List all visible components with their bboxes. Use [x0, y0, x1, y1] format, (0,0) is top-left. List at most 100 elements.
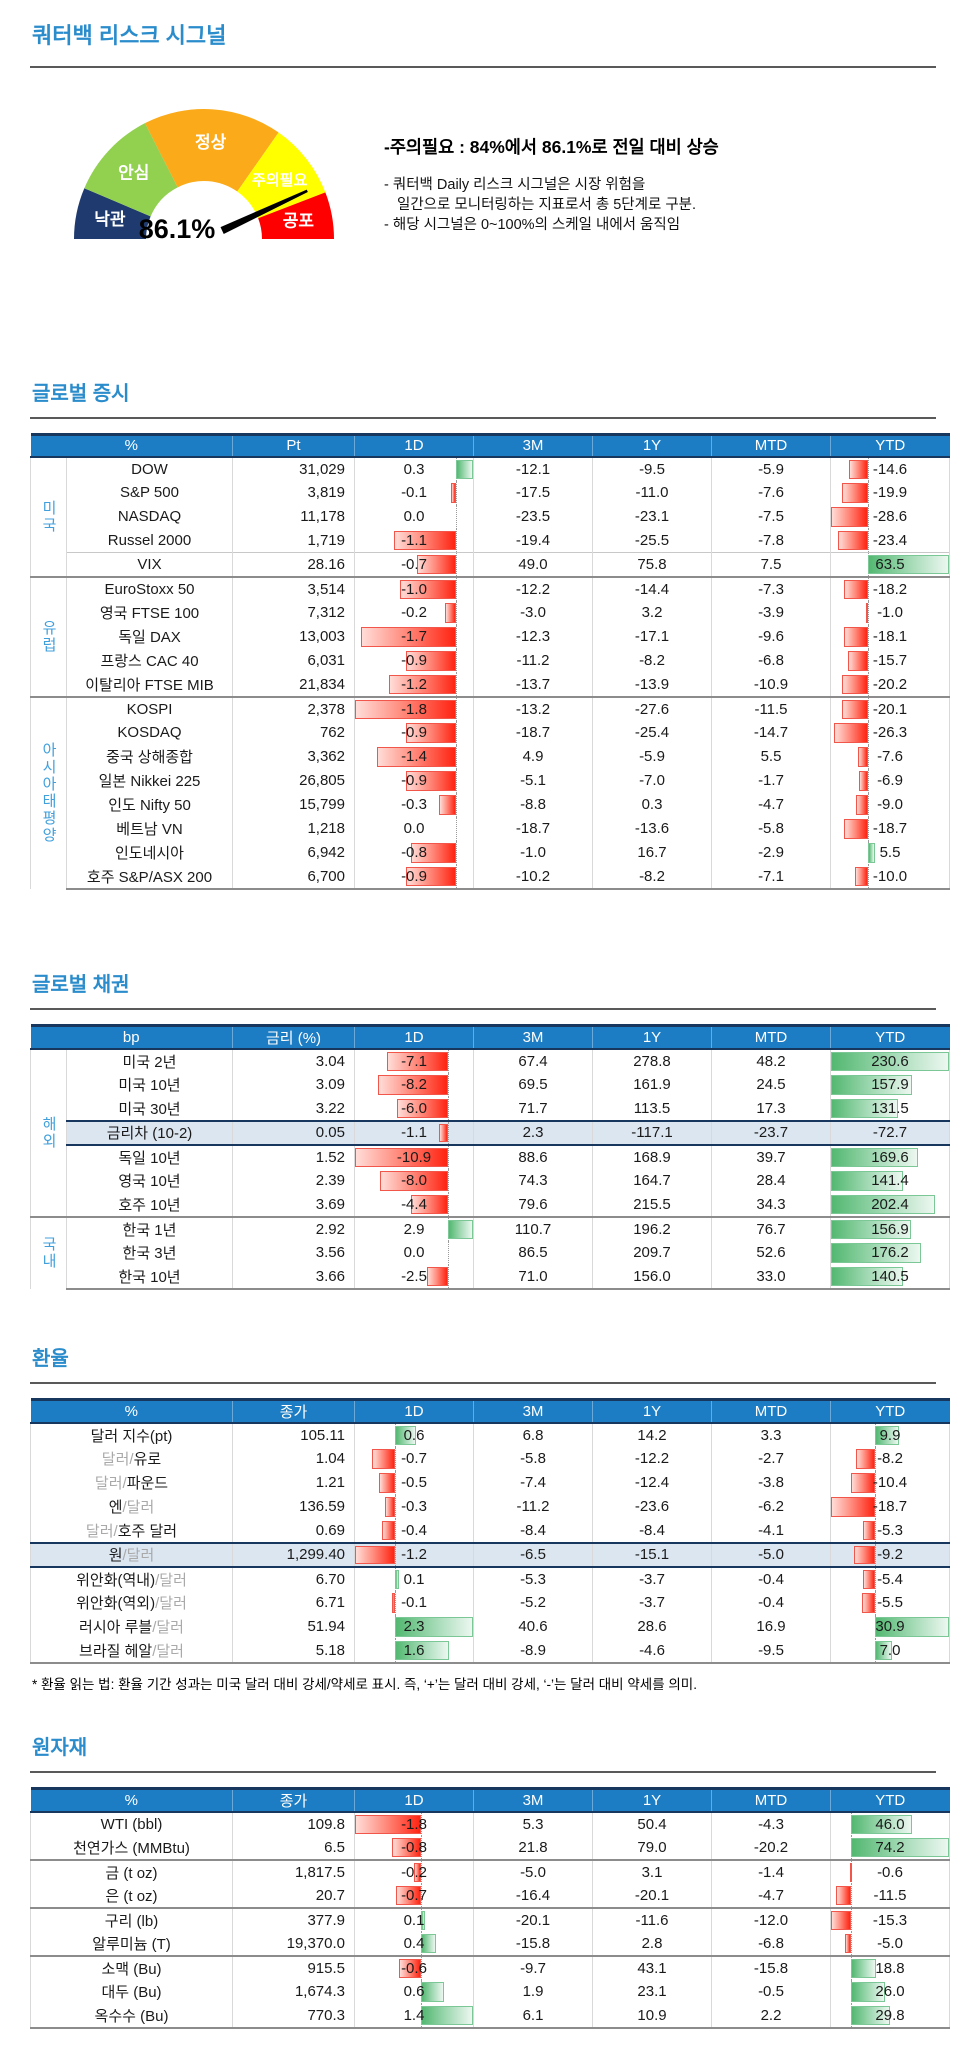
value-cell: 1.4 — [354, 2003, 474, 2029]
column-header-1Y: 1Y — [592, 1397, 712, 1424]
value-cell: -10.9 — [354, 1144, 474, 1169]
value-cell: 17.3 — [711, 1096, 831, 1121]
risk-note-line: - 쿼터백 Daily 리스크 시그널은 시장 위험을 — [384, 177, 646, 193]
value-cell: -18.2 — [830, 575, 950, 601]
value-cell: 24.5 — [711, 1072, 831, 1097]
row-label: 천연가스 (MMBtu) — [30, 1835, 233, 1860]
value-cell: -0.9 — [354, 648, 474, 673]
value-cell: -1.7 — [354, 624, 474, 649]
table-row: 아시아태평양 KOSPI 2,378 -1.8 -13.2 -27.6 -11.5 -20.1 — [30, 695, 950, 889]
value-cell: -20.1 — [473, 1906, 593, 1932]
column-header-1D: 1D — [354, 1397, 474, 1424]
row-label: 영국 10년 — [66, 1168, 233, 1193]
row-label: 미국 2년 — [66, 1048, 233, 1073]
value-cell: -1.2 — [354, 1541, 474, 1568]
databar-axis — [448, 1145, 450, 1169]
row-label: 인도 Nifty 50 — [66, 792, 233, 817]
column-header-bp: bp — [30, 1023, 233, 1050]
row-label: 달러/호주 달러 — [30, 1518, 233, 1543]
value-cell: 46.0 — [830, 1811, 950, 1836]
databar-axis — [851, 1908, 853, 1932]
row-label: 금 (t oz) — [30, 1858, 233, 1884]
negative-databar — [833, 722, 868, 743]
value-cell: -14.7 — [711, 720, 831, 745]
value-cell: 377.9 — [232, 1906, 355, 1932]
row-label: S&P 500 — [66, 480, 233, 505]
row-label: 인도네시아 — [66, 840, 233, 865]
table-row: 미국 DOW 31,029 0.3 -12.1 -9.5 -5.9 -14.6 — [30, 456, 950, 577]
value-cell: 74.3 — [473, 1168, 593, 1193]
fx-table: % 종가 1D 3M 1Y MTD YTD 달러 지수(pt) 105.11 0.6 6.8 14.2… — [30, 1397, 950, 1664]
value-cell: -8.2 — [354, 1072, 474, 1097]
table-row: 천연가스 (MMBtu) 6.5 -0.8 21.8 79.0 -20.2 74.2 — [30, 1835, 950, 1860]
value-cell: -19.4 — [473, 528, 593, 553]
value-cell: 1,674.3 — [232, 1979, 355, 2004]
value-cell: -0.3 — [354, 792, 474, 817]
positive-databar — [851, 1837, 949, 1857]
negative-databar — [414, 1862, 422, 1882]
value-cell: 79.0 — [592, 1835, 712, 1860]
value-cell: -3.7 — [592, 1566, 712, 1591]
positive-databar — [831, 1147, 918, 1167]
table-row: 유럽 EuroStoxx 50 3,514 -1.0 -12.2 -14.4 -7.3 -18… — [30, 575, 950, 697]
row-label-currency-muted: 달러/ — [101, 1451, 134, 1468]
value-cell: -8.9 — [473, 1638, 593, 1664]
table-row: 원/달러 1,299.40 -1.2 -6.5 -15.1 -5.0 -9.2 — [30, 1541, 950, 1568]
value-cell: 9.9 — [830, 1422, 950, 1447]
column-header-MTD: MTD — [711, 1786, 831, 1813]
value-cell: -7.0 — [592, 768, 712, 793]
table-row: 독일 10년 1.52 -10.9 88.6 168.9 39.7 169.6 — [31, 1144, 950, 1169]
row-label: 대두 (Bu) — [30, 1979, 233, 2004]
databar-axis — [421, 1883, 423, 1907]
page-title: 쿼터백 리스크 시그널 — [32, 23, 227, 48]
table-row: 호주 10년 3.69 -4.4 79.6 215.5 34.3 202.4 — [31, 1192, 950, 1217]
negative-databar — [831, 506, 868, 527]
row-label: 러시아 루블/달러 — [30, 1614, 233, 1639]
value-cell: 7,312 — [232, 600, 355, 625]
column-header-Pt: Pt — [232, 433, 355, 458]
value-cell: -11.2 — [473, 1494, 593, 1519]
row-label: 미국 10년 — [66, 1072, 233, 1097]
value-cell: -10.2 — [473, 864, 593, 890]
value-cell: -8.8 — [473, 792, 593, 817]
databar-axis — [456, 624, 458, 649]
value-cell: 1.04 — [232, 1446, 355, 1471]
negative-databar — [831, 1910, 852, 1930]
negative-databar — [847, 650, 868, 671]
value-cell: -0.8 — [354, 840, 474, 865]
value-cell: 169.6 — [830, 1144, 950, 1169]
row-label: 호주 S&P/ASX 200 — [66, 864, 233, 890]
row-label-currency-muted: /달러 — [152, 1642, 184, 1660]
positive-databar — [867, 842, 875, 863]
negative-databar — [396, 1098, 449, 1118]
negative-databar — [385, 1496, 396, 1517]
negative-databar — [379, 1170, 449, 1191]
comm-table: % 종가 1D 3M 1Y MTD YTD WTI (bbl) 109.8 -1.8 5.3 50.4… — [30, 1786, 950, 2029]
table-row: 중국 상해종합 3,362 -1.4 4.9 -5.9 5.5 -7.6 — [31, 744, 950, 769]
table-row: Russel 2000 1,719 -1.1 -19.4 -25.5 -7.8 -23.4 — [31, 528, 950, 553]
databar-axis — [395, 1446, 397, 1471]
value-cell: 0.0 — [354, 504, 474, 529]
row-label-currency-muted: /달러 — [155, 1571, 187, 1589]
gauge-segment-label: 주의필요 — [252, 171, 307, 189]
negative-databar — [866, 602, 869, 623]
databar-axis — [456, 504, 458, 529]
row-label: 영국 FTSE 100 — [66, 600, 233, 625]
value-cell: -1.0 — [830, 600, 950, 625]
value-cell: -0.6 — [830, 1858, 950, 1884]
value-cell: 3.3 — [711, 1422, 831, 1447]
value-cell: -3.9 — [711, 600, 831, 625]
value-cell: -17.1 — [592, 624, 712, 649]
value-cell: -13.2 — [473, 695, 593, 721]
column-header-1Y: 1Y — [592, 1023, 712, 1050]
negative-databar — [378, 1472, 396, 1493]
value-cell: -8.4 — [473, 1518, 593, 1543]
negative-databar — [371, 1448, 396, 1469]
databar-axis — [456, 816, 458, 841]
databar-axis — [456, 553, 458, 576]
table-row: NASDAQ 11,178 0.0 -23.5 -23.1 -7.5 -28.6 — [31, 504, 950, 529]
value-cell: -6.0 — [354, 1096, 474, 1121]
positive-databar — [831, 1098, 899, 1118]
value-cell: -10.9 — [711, 672, 831, 697]
negative-databar — [841, 699, 868, 719]
